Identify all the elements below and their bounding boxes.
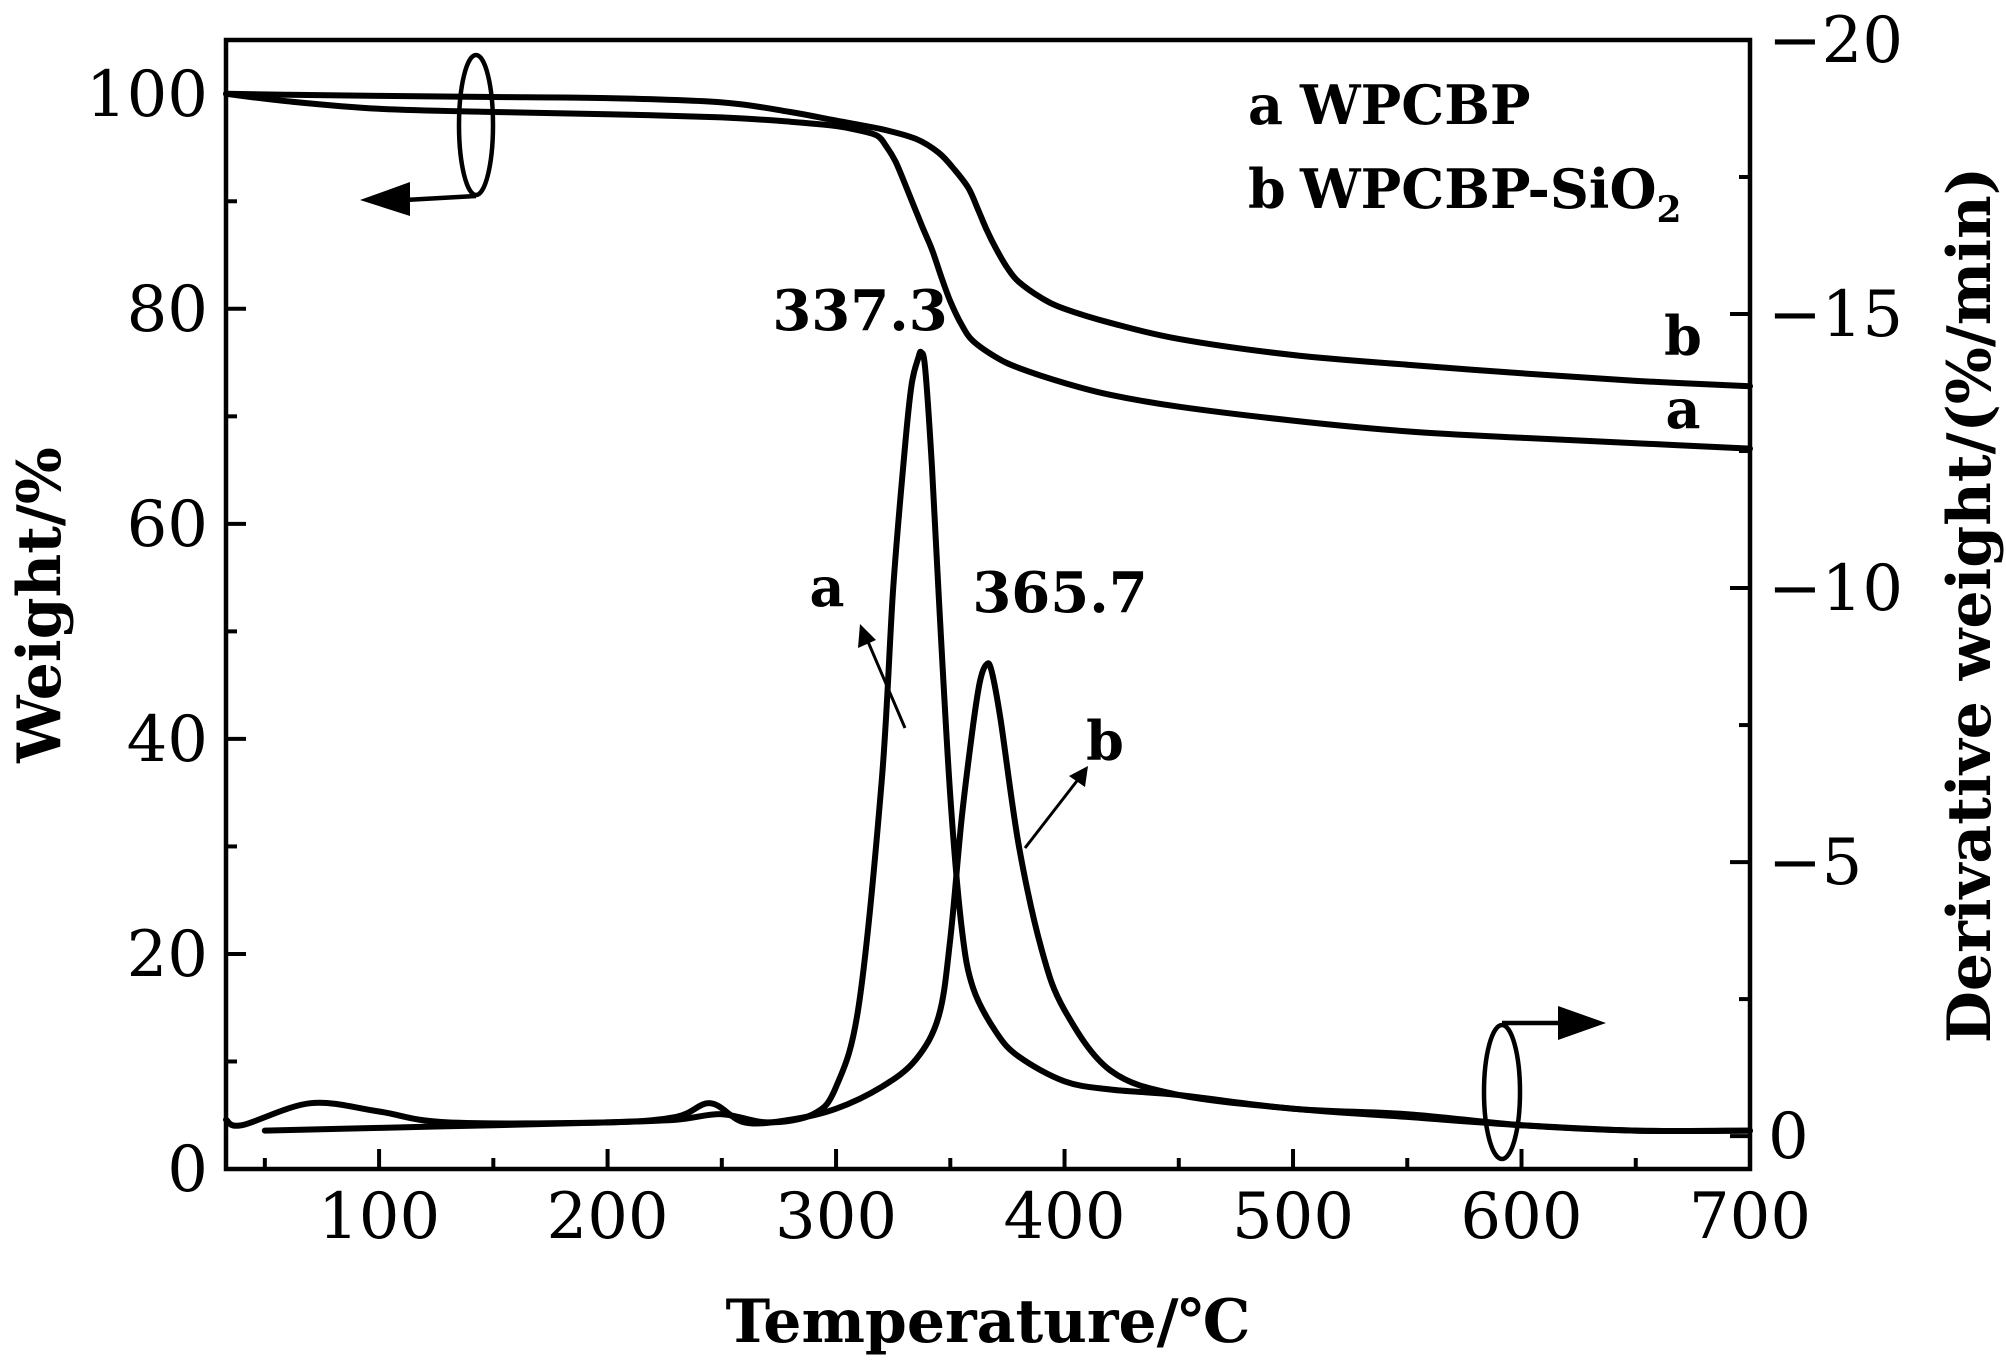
left-y-axis: 0 20 40 60 80 100 bbox=[86, 58, 246, 1207]
dtg-axis-indicator bbox=[1481, 1006, 1606, 1162]
dtg-pointer-arrowhead-a bbox=[858, 624, 876, 648]
series-layer bbox=[223, 90, 1753, 1134]
peak-label-a: 337.3 bbox=[772, 278, 947, 344]
x-axis: 100 200 300 400 500 600 700 bbox=[262, 1149, 1811, 1254]
tg-curve-ellipse bbox=[456, 52, 496, 198]
left-y-tick-label: 80 bbox=[127, 273, 208, 347]
x-tick-label: 700 bbox=[1689, 1180, 1811, 1254]
tg-arrow-head bbox=[360, 182, 410, 216]
left-y-axis-title: Weight/% bbox=[5, 447, 75, 764]
tg-curve-b bbox=[223, 90, 1753, 390]
legend-subscript-b: 2 bbox=[1656, 189, 1681, 231]
left-y-tick-label: 20 bbox=[127, 918, 208, 992]
x-tick-label: 200 bbox=[546, 1180, 668, 1254]
tg-end-label-a: a bbox=[1666, 377, 1701, 441]
tg-arrow-stem bbox=[404, 193, 477, 203]
dtg-pointer-label-b: b bbox=[1086, 709, 1124, 773]
plot-frame bbox=[223, 37, 1753, 1172]
right-y-tick-label: −5 bbox=[1768, 826, 1862, 900]
x-tick-label: 300 bbox=[775, 1180, 897, 1254]
tg-curve-a bbox=[223, 90, 1753, 452]
legend-key-a: a bbox=[1248, 73, 1283, 137]
left-y-tick-label: 40 bbox=[127, 703, 208, 777]
dtg-curve-b bbox=[223, 660, 1753, 1134]
legend-name-a: WPCBP bbox=[1299, 73, 1530, 137]
tg-axis-indicator bbox=[360, 52, 496, 216]
legend: a WPCBP b WPCBP-SiO2 bbox=[1248, 73, 1682, 231]
dtg-pointer-line-a bbox=[864, 636, 907, 729]
right-y-tick-label: −20 bbox=[1768, 4, 1903, 78]
right-y-axis: 0 −5 −10 −15 −20 bbox=[1730, 4, 1903, 1174]
dtg-arrow-head bbox=[1558, 1006, 1606, 1040]
peak-label-b: 365.7 bbox=[972, 560, 1147, 626]
legend-entry-b: b WPCBP-SiO2 bbox=[1248, 157, 1682, 231]
dtg-pointer-arrowhead-b bbox=[1069, 766, 1088, 787]
dtg-pointer-line-b bbox=[1023, 776, 1082, 849]
left-y-tick-label: 100 bbox=[86, 58, 208, 132]
x-tick-label: 100 bbox=[318, 1180, 440, 1254]
tg-end-label-b: b bbox=[1664, 304, 1702, 368]
right-y-axis-title: Derivative weight/(%/min) bbox=[1935, 167, 2005, 1043]
right-y-tick-label: −15 bbox=[1768, 278, 1903, 352]
x-tick-label: 600 bbox=[1460, 1180, 1582, 1254]
x-tick-label: 400 bbox=[1003, 1180, 1125, 1254]
dtg-pointer-label-a: a bbox=[810, 555, 845, 619]
right-y-tick-label: −10 bbox=[1768, 552, 1903, 626]
dtg-curve-ellipse bbox=[1481, 1022, 1523, 1162]
left-y-tick-label: 0 bbox=[167, 1133, 208, 1207]
legend-key-b: b bbox=[1248, 157, 1286, 221]
left-y-tick-label: 60 bbox=[127, 488, 208, 562]
dtg-curve-a bbox=[261, 348, 1753, 1134]
legend-name-b: WPCBP-SiO bbox=[1299, 157, 1656, 221]
x-tick-label: 500 bbox=[1232, 1180, 1354, 1254]
x-axis-title: Temperature/℃ bbox=[726, 1287, 1251, 1357]
legend-entry-a: a WPCBP bbox=[1248, 73, 1530, 137]
right-y-tick-label: 0 bbox=[1768, 1100, 1809, 1174]
